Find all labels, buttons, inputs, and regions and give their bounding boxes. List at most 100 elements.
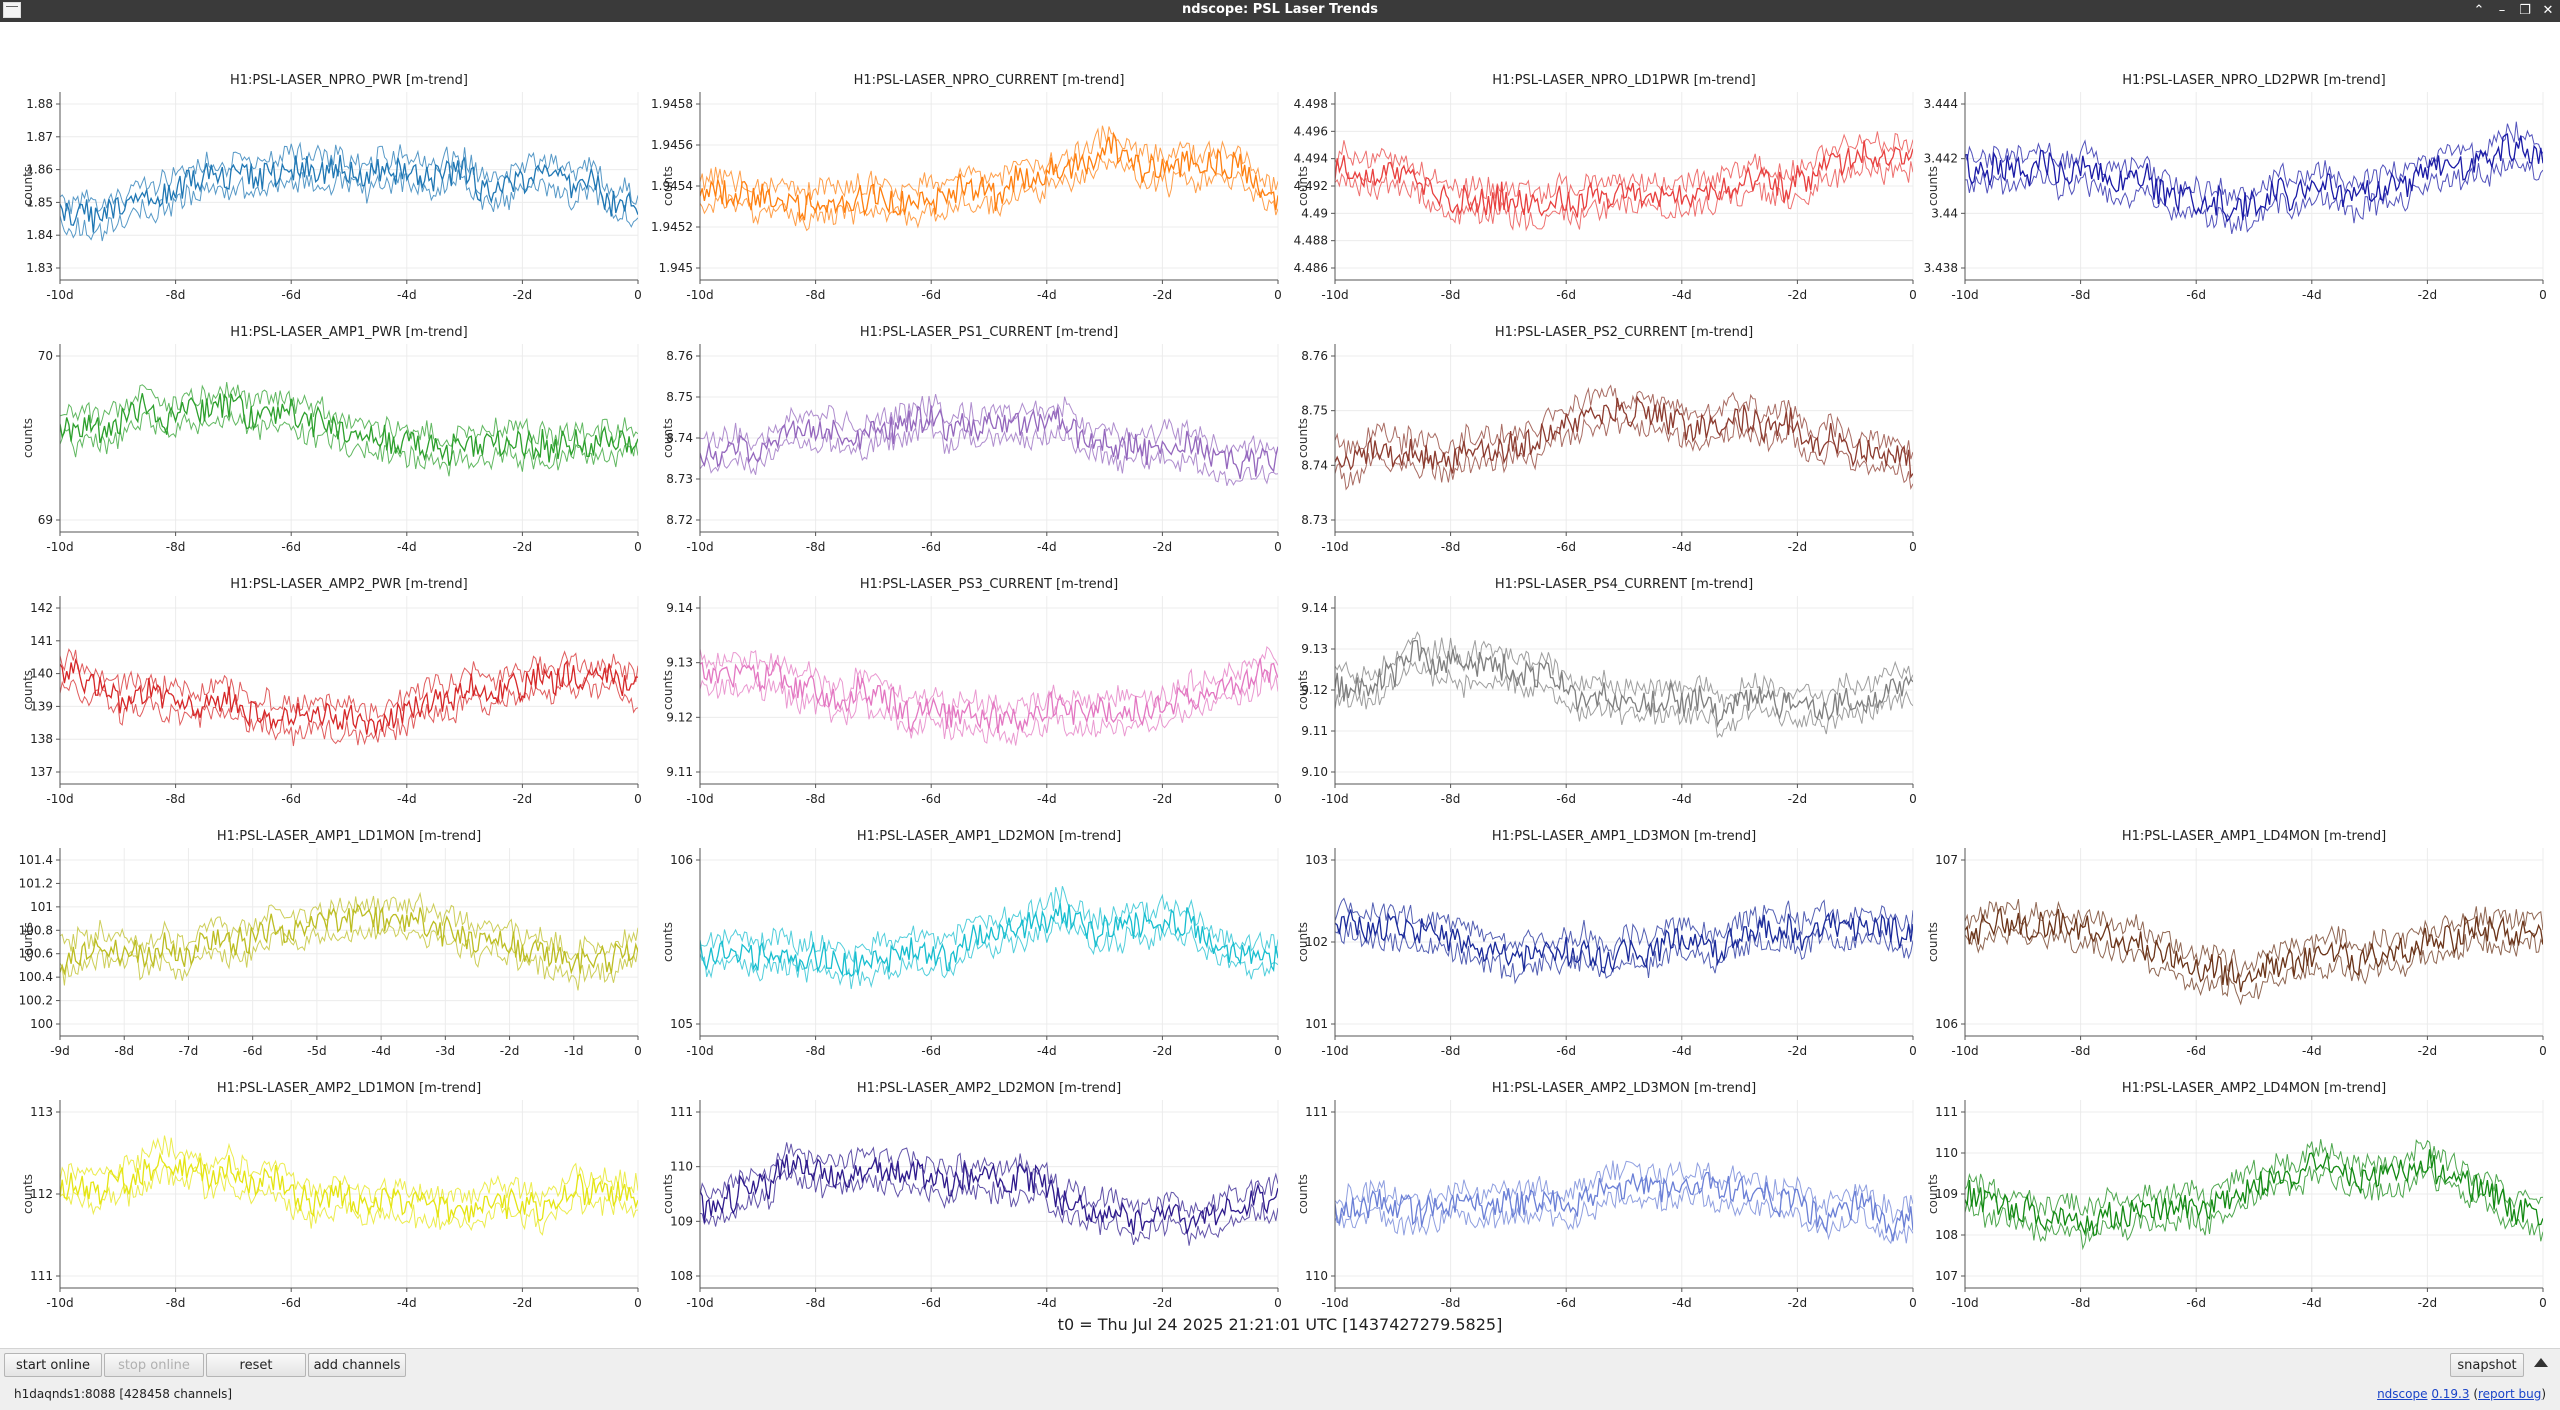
plot-panel[interactable]: H1:PSL-LASER_NPRO_LD2PWR [m-trend] counts… [1905,50,2547,302]
plot-svg[interactable]: H1:PSL-LASER_PS1_CURRENT [m-trend] counts… [640,302,1282,554]
plot-panel[interactable]: H1:PSL-LASER_AMP1_LD4MON [m-trend] counts… [1905,806,2547,1058]
plot-svg[interactable]: H1:PSL-LASER_NPRO_PWR [m-trend]counts1.8… [0,50,642,302]
add-channels-button[interactable]: add channels [308,1353,406,1377]
start-online-button[interactable]: start online [4,1353,102,1377]
plot-panel[interactable]: H1:PSL-LASER_PS2_CURRENT [m-trend] counts… [1275,302,1917,554]
plot-panel[interactable]: H1:PSL-LASER_PS1_CURRENT [m-trend] counts… [640,302,1282,554]
plot-panel[interactable]: H1:PSL-LASER_AMP1_LD1MON [m-trend] counts… [0,806,642,1058]
plot-title: H1:PSL-LASER_AMP1_PWR [m-trend] [230,325,467,340]
x-tick-label: 0 [1909,1296,1917,1310]
x-tick-label: -8d [2071,288,2091,302]
x-tick-label: 0 [1274,540,1282,554]
trace-max [700,886,1278,964]
plot-svg[interactable]: H1:PSL-LASER_AMP2_LD2MON [m-trend] counts… [640,1058,1282,1310]
app-icon[interactable] [3,2,21,18]
minimize-window-button[interactable]: – [2498,3,2506,18]
y-tick-label: 8.73 [1301,513,1328,527]
plot-svg[interactable]: H1:PSL-LASER_NPRO_LD2PWR [m-trend] counts… [1905,50,2547,302]
plot-svg[interactable]: H1:PSL-LASER_AMP1_LD3MON [m-trend] counts… [1275,806,1917,1058]
plot-panel[interactable]: H1:PSL-LASER_NPRO_LD1PWR [m-trend] counts… [1275,50,1917,302]
plot-svg[interactable]: H1:PSL-LASER_PS2_CURRENT [m-trend] counts… [1275,302,1917,554]
plot-svg[interactable]: H1:PSL-LASER_NPRO_CURRENT [m-trend] count… [640,50,1282,302]
plot-panel[interactable]: H1:PSL-LASER_AMP2_LD2MON [m-trend] counts… [640,1058,1282,1310]
x-tick-label: -6d [921,1044,941,1058]
x-tick-label: -8d [2071,1044,2091,1058]
y-tick-label: 139 [30,699,53,713]
snapshot-button[interactable]: snapshot [2450,1353,2524,1377]
x-tick-label: -3d [436,1044,456,1058]
trace-group [700,646,1278,746]
x-tick-label: -4d [1672,792,1692,806]
x-tick-label: -4d [1037,288,1057,302]
x-tick-label: -2d [1788,288,1808,302]
y-axis-label: counts [661,418,675,458]
y-tick-label: 9.14 [666,601,693,615]
shade-window-button[interactable]: ⌃ [2473,3,2485,18]
y-tick-label: 108 [1935,1228,1958,1242]
plot-panel[interactable]: H1:PSL-LASER_AMP1_PWR [m-trend] counts 70 6… [0,302,642,554]
trace-min [1965,925,2543,1006]
x-tick-label: -6d [1556,792,1576,806]
plot-svg[interactable]: H1:PSL-LASER_NPRO_LD1PWR [m-trend] counts… [1275,50,1917,302]
plot-panel[interactable]: H1:PSL-LASER_NPRO_CURRENT [m-trend] count… [640,50,1282,302]
plot-svg[interactable]: H1:PSL-LASER_AMP1_LD4MON [m-trend] counts… [1905,806,2547,1058]
plot-svg[interactable]: H1:PSL-LASER_AMP1_LD2MON [m-trend] counts… [640,806,1282,1058]
trace-mean [700,131,1278,221]
maximize-window-button[interactable]: ❐ [2519,3,2531,18]
plot-panel[interactable]: H1:PSL-LASER_AMP2_LD1MON [m-trend] counts… [0,1058,642,1310]
plot-title: H1:PSL-LASER_AMP2_LD2MON [m-trend] [857,1081,1121,1096]
x-tick-label: 0 [1909,1044,1917,1058]
x-tick-label: 0 [2539,288,2547,302]
version-link[interactable]: 0.19.3 [2431,1387,2470,1401]
trace-min [60,410,638,477]
close-window-button[interactable]: ✕ [2542,3,2554,18]
trace-mean [1965,1149,2543,1237]
reset-button[interactable]: reset [206,1353,306,1377]
trace-max [60,891,638,961]
stop-online-label: stop online [118,1358,190,1373]
plot-title: H1:PSL-LASER_PS1_CURRENT [m-trend] [860,325,1118,340]
y-axis-label: counts [661,670,675,710]
plot-svg[interactable]: H1:PSL-LASER_AMP2_LD4MON [m-trend] counts… [1905,1058,2547,1310]
x-tick-label: -4d [397,1296,417,1310]
plot-panel[interactable]: H1:PSL-LASER_AMP2_LD4MON [m-trend] counts… [1905,1058,2547,1310]
x-tick-label: 0 [634,1044,642,1058]
x-tick-label: -5d [307,1044,327,1058]
collapse-arrow-icon[interactable] [2534,1358,2548,1367]
x-tick-label: -6d [281,1296,301,1310]
report-bug-link[interactable]: report bug [2478,1387,2542,1401]
plot-panel[interactable]: H1:PSL-LASER_AMP2_PWR [m-trend] counts 142… [0,554,642,806]
plot-svg[interactable]: H1:PSL-LASER_PS4_CURRENT [m-trend] counts… [1275,554,1917,806]
plot-svg[interactable]: H1:PSL-LASER_PS3_CURRENT [m-trend] counts… [640,554,1282,806]
y-tick-label: 9.10 [1301,765,1328,779]
y-axis-label: counts [21,670,35,710]
trace-group [1965,898,2543,1006]
plot-svg[interactable]: H1:PSL-LASER_AMP1_PWR [m-trend] counts 70 6… [0,302,642,554]
plot-panel[interactable]: H1:PSL-LASER_AMP1_LD2MON [m-trend] counts… [640,806,1282,1058]
plot-panel[interactable]: H1:PSL-LASER_AMP2_LD3MON [m-trend] counts… [1275,1058,1917,1310]
plot-svg[interactable]: H1:PSL-LASER_AMP2_LD3MON [m-trend] counts… [1275,1058,1917,1310]
plot-svg[interactable]: H1:PSL-LASER_AMP1_LD1MON [m-trend] counts… [0,806,642,1058]
plot-svg[interactable]: H1:PSL-LASER_AMP2_LD1MON [m-trend] counts… [0,1058,642,1310]
y-tick-label: 100.4 [19,970,53,984]
plot-panel[interactable]: H1:PSL-LASER_PS4_CURRENT [m-trend] counts… [1275,554,1917,806]
x-tick-label: -4d [2302,1044,2322,1058]
x-tick-label: -2d [1153,792,1173,806]
ndscope-link[interactable]: ndscope [2377,1387,2428,1401]
plot-svg[interactable]: H1:PSL-LASER_AMP2_PWR [m-trend] counts 142… [0,554,642,806]
y-tick-label: 111 [1305,1105,1328,1119]
plot-panel[interactable]: H1:PSL-LASER_PS3_CURRENT [m-trend] counts… [640,554,1282,806]
y-tick-label: 8.75 [666,390,693,404]
x-tick-label: -10d [46,288,73,302]
trace-min [60,919,638,991]
plot-panel[interactable]: H1:PSL-LASER_NPRO_PWR [m-trend] counts 1.8… [0,50,642,302]
grid-lines [1964,848,2544,1036]
plot-panel[interactable]: H1:PSL-LASER_AMP1_LD3MON [m-trend] counts… [1275,806,1917,1058]
x-tick-label: -2d [1153,540,1173,554]
x-tick-label: -8d [806,540,826,554]
y-tick-label: 1.84 [26,228,53,242]
y-tick-label: 9.12 [666,710,693,724]
grid-lines [1334,596,1914,784]
x-tick-label: -4d [397,540,417,554]
y-tick-label: 109 [1935,1187,1958,1201]
